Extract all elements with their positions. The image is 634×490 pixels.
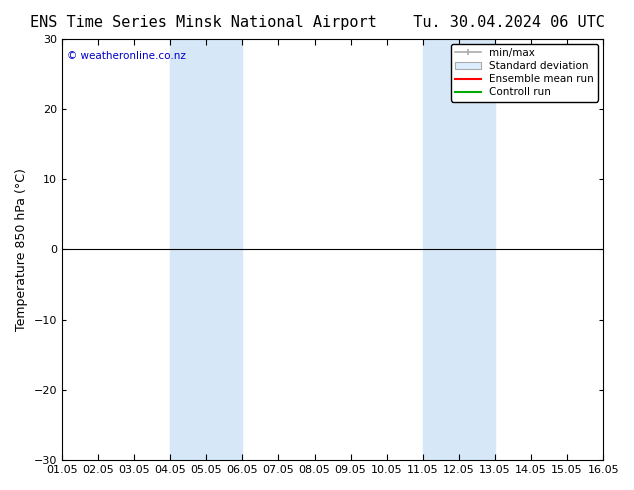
Text: ENS Time Series Minsk National Airport    Tu. 30.04.2024 06 UTC: ENS Time Series Minsk National Airport T… <box>30 15 604 30</box>
Bar <box>423 39 495 460</box>
Y-axis label: Temperature 850 hPa (°C): Temperature 850 hPa (°C) <box>15 168 28 331</box>
Bar <box>170 39 242 460</box>
Text: © weatheronline.co.nz: © weatheronline.co.nz <box>67 51 186 61</box>
Legend: min/max, Standard deviation, Ensemble mean run, Controll run: min/max, Standard deviation, Ensemble me… <box>451 44 598 101</box>
